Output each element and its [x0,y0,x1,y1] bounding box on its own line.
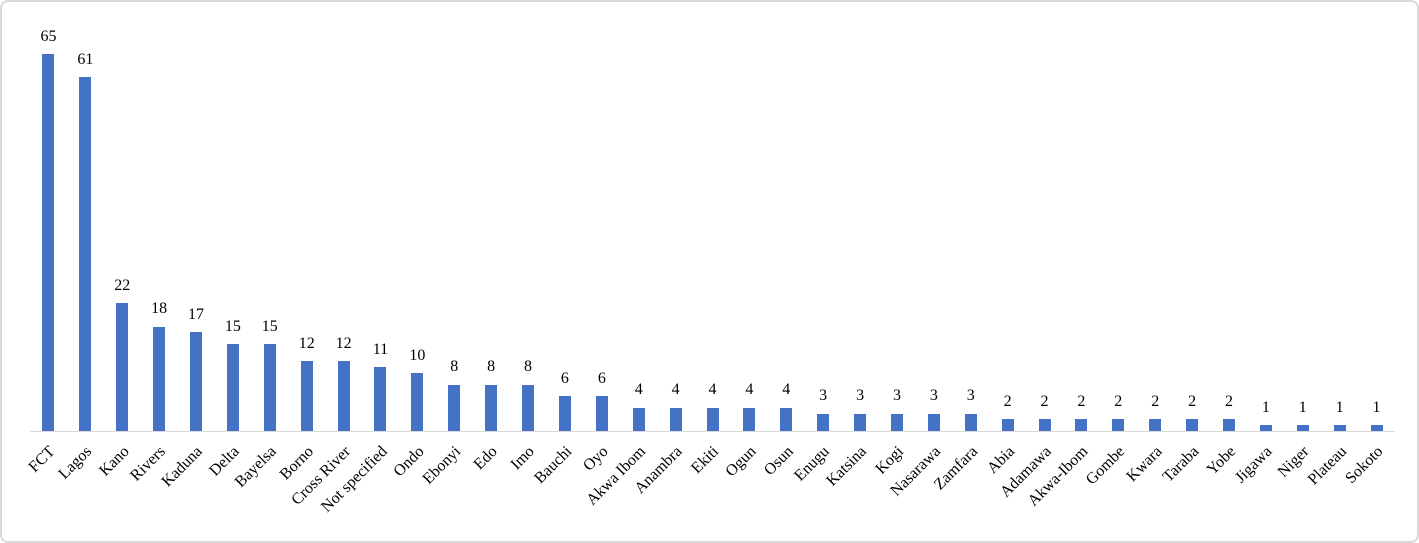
bar-value-label: 6 [597,369,606,387]
bar [411,373,424,431]
bar [448,384,461,431]
x-axis-label: Ekiti [688,443,723,478]
bar [42,54,55,431]
bar [1259,425,1272,431]
bar-value-label: 4 [634,381,643,399]
bar [706,407,719,431]
bar [1222,419,1235,431]
x-axis-label: Katsina [823,443,871,490]
bar [669,407,682,431]
x-axis-label: Edo [470,443,502,474]
bar-value-label: 15 [224,317,241,335]
bar [632,407,645,431]
bar-value-label: 22 [114,277,131,295]
bar [854,413,867,431]
bar-value-label: 3 [929,387,938,405]
bar-value-label: 11 [372,340,389,358]
bar-value-label: 8 [450,358,459,376]
bar [1186,419,1199,431]
bar-value-label: 2 [1224,393,1233,411]
x-axis-label: Kwara [1123,443,1166,486]
bar-value-label: 8 [487,358,496,376]
bar [1001,419,1014,431]
bar-value-label: 3 [856,387,865,405]
x-axis-line [30,431,1395,432]
x-axis-label: Gombe [1083,443,1129,489]
bar [337,361,350,431]
x-axis-labels: FCT Lagos Kano Rivers Kaduna Delta Bayelsa Born… [2,443,1417,538]
bar [263,344,276,431]
bar [190,332,202,431]
bar-value-label: 2 [1188,393,1197,411]
x-axis-label: Bauchi [530,443,575,488]
bar-value-label: 2 [1077,393,1086,411]
bar [595,396,608,431]
bar-value-label: 3 [892,387,901,405]
x-axis-label: Ebonyi [419,443,465,488]
bar [964,413,977,431]
bar-value-label: 2 [1040,393,1049,411]
bar-value-label: 1 [1372,398,1381,416]
bar [300,361,313,431]
bar-value-label: 17 [188,306,204,324]
bar [1038,419,1051,431]
bar [558,396,571,431]
bar [743,407,756,431]
x-axis-label: Ogun [722,443,760,481]
x-axis-label: Plateau [1304,443,1350,489]
bar-value-label: 1 [1261,398,1270,416]
bar-value-label: 4 [708,381,717,399]
bar [780,407,793,431]
x-axis-label: Kaduna [158,443,207,491]
bar [890,413,903,431]
plot-area: 65 61 22 18 17 15 15 12 12 11 10 8 8 8 6 6 4 4 4 4 4 3 3 3 3 3 2 2 2… [2,2,1417,431]
bar-value-label: 2 [1151,393,1160,411]
bar [1075,419,1088,431]
bar-value-label: 12 [298,335,315,353]
x-axis-label: Kano [95,443,133,480]
bar [153,326,166,431]
bar-value-label: 4 [671,381,680,399]
bar [485,384,498,431]
bar-value-label: 4 [745,381,754,399]
bar-value-label: 2 [1003,393,1012,411]
bar [1112,419,1125,431]
bar-value-label: 8 [524,358,533,376]
bar [522,384,535,431]
bar [226,344,239,431]
bar [374,367,387,431]
bar-value-label: 1 [1298,398,1307,416]
bar [817,413,830,431]
bar [1333,425,1346,431]
x-axis-label: Lagos [55,443,96,483]
bar-value-label: 3 [966,387,975,405]
x-axis-label: Bayelsa [231,443,280,491]
bar [1296,425,1309,431]
bar-value-label: 10 [409,346,426,364]
x-axis-label: Imo [507,443,539,474]
bar-value-label: 65 [40,27,57,45]
x-axis-label: Osun [760,443,797,479]
bar [116,303,129,431]
x-axis-label: Sokoto [1342,443,1387,488]
bar [1370,425,1383,431]
bar-value-label: 61 [77,50,94,68]
bar-value-label: 4 [782,381,791,399]
bar-value-label: 6 [560,369,569,387]
bar-value-label: 12 [335,335,352,353]
bar-value-label: 15 [261,317,278,335]
bar-value-label: 3 [819,387,828,405]
bar [79,77,92,431]
bar [927,413,940,431]
x-axis-label: FCT [25,443,59,476]
bar [1149,419,1162,431]
bar-value-label: 2 [1114,393,1123,411]
x-axis-label: Jigawa [1232,443,1276,487]
x-axis-label: Taraba [1159,443,1203,486]
bar-value-label: 1 [1335,398,1344,416]
bar-value-label: 18 [151,300,168,318]
